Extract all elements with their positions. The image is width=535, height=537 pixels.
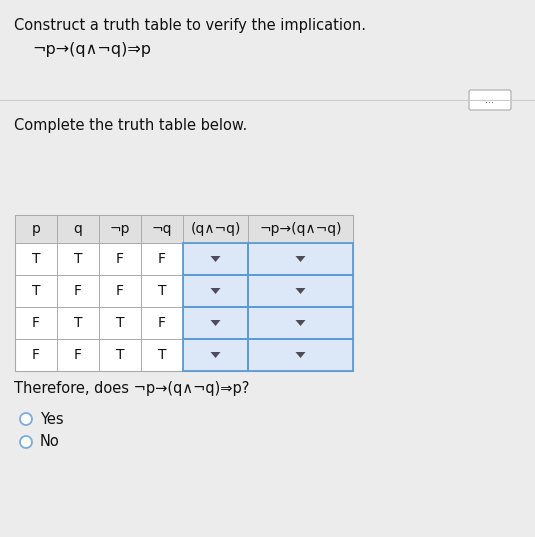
Bar — [248, 243, 353, 275]
Text: q: q — [74, 222, 82, 236]
Bar — [183, 307, 248, 339]
Bar — [248, 243, 353, 371]
Bar — [183, 243, 248, 275]
Polygon shape — [210, 256, 220, 262]
Text: F: F — [158, 316, 166, 330]
Text: ¬q: ¬q — [152, 222, 172, 236]
Text: ¬p→(q∧¬q): ¬p→(q∧¬q) — [259, 222, 342, 236]
Bar — [183, 243, 248, 371]
Polygon shape — [295, 320, 305, 326]
Text: F: F — [74, 348, 82, 362]
Polygon shape — [295, 288, 305, 294]
Text: F: F — [116, 252, 124, 266]
Text: ...: ... — [485, 95, 494, 105]
Polygon shape — [295, 352, 305, 358]
Text: T: T — [74, 252, 82, 266]
Bar — [248, 339, 353, 371]
Text: F: F — [116, 284, 124, 298]
Text: Construct a truth table to verify the implication.: Construct a truth table to verify the im… — [14, 18, 366, 33]
Text: Complete the truth table below.: Complete the truth table below. — [14, 118, 247, 133]
Text: T: T — [116, 348, 124, 362]
Text: F: F — [74, 284, 82, 298]
Bar — [15, 215, 353, 371]
Text: T: T — [158, 284, 166, 298]
Text: No: No — [40, 434, 60, 449]
Text: F: F — [32, 348, 40, 362]
Text: Yes: Yes — [40, 411, 64, 426]
Text: F: F — [32, 316, 40, 330]
Circle shape — [20, 436, 32, 448]
Text: Therefore, does ¬p→(q∧¬q)⇒p?: Therefore, does ¬p→(q∧¬q)⇒p? — [14, 381, 249, 396]
FancyBboxPatch shape — [469, 90, 511, 110]
Text: p: p — [32, 222, 41, 236]
Bar — [183, 339, 248, 371]
Text: ¬p: ¬p — [110, 222, 130, 236]
Text: F: F — [158, 252, 166, 266]
Polygon shape — [210, 288, 220, 294]
Text: T: T — [32, 284, 40, 298]
Polygon shape — [210, 352, 220, 358]
Bar — [183, 275, 248, 307]
Text: T: T — [32, 252, 40, 266]
Text: ¬p→(q∧¬q)⇒p: ¬p→(q∧¬q)⇒p — [32, 42, 151, 57]
Polygon shape — [295, 256, 305, 262]
Text: T: T — [74, 316, 82, 330]
Bar — [248, 307, 353, 339]
Text: (q∧¬q): (q∧¬q) — [190, 222, 241, 236]
Text: T: T — [158, 348, 166, 362]
Polygon shape — [210, 320, 220, 326]
Text: T: T — [116, 316, 124, 330]
Circle shape — [20, 413, 32, 425]
Bar — [248, 275, 353, 307]
Bar — [15, 215, 353, 243]
